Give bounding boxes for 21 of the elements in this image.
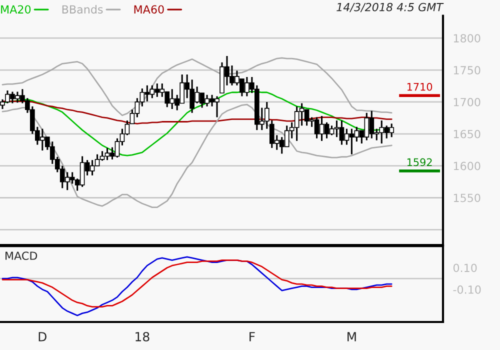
x-tick-label: 18 (136, 332, 150, 342)
y-tick-label: 0.10 (453, 264, 477, 272)
y-tick-label: 1550 (454, 194, 480, 202)
ref-line-label: 1592 (407, 158, 432, 166)
legend-label: MA60 (134, 5, 164, 14)
y-tick-label: 1600 (454, 162, 480, 170)
line-series (2, 259, 392, 308)
text: 14/3/2018 4:5 GMT (336, 2, 444, 12)
ref-line-label: 1710 (407, 82, 432, 91)
y-tick-label: 1800 (454, 34, 480, 42)
legend-label: MA20 (1, 5, 31, 14)
y-tick-label: 1650 (454, 130, 480, 138)
y-tick-label: 1700 (454, 98, 480, 106)
line-series (2, 57, 392, 116)
x-tick-label: F (250, 332, 255, 342)
y-tick-label: -0.10 (453, 285, 481, 294)
chart-title: MACD (6, 252, 38, 260)
x-tick-label: D (38, 332, 46, 342)
x-tick-label: M (348, 332, 356, 342)
legend-label: BBands (62, 4, 103, 14)
y-tick-label: 1750 (454, 66, 480, 74)
